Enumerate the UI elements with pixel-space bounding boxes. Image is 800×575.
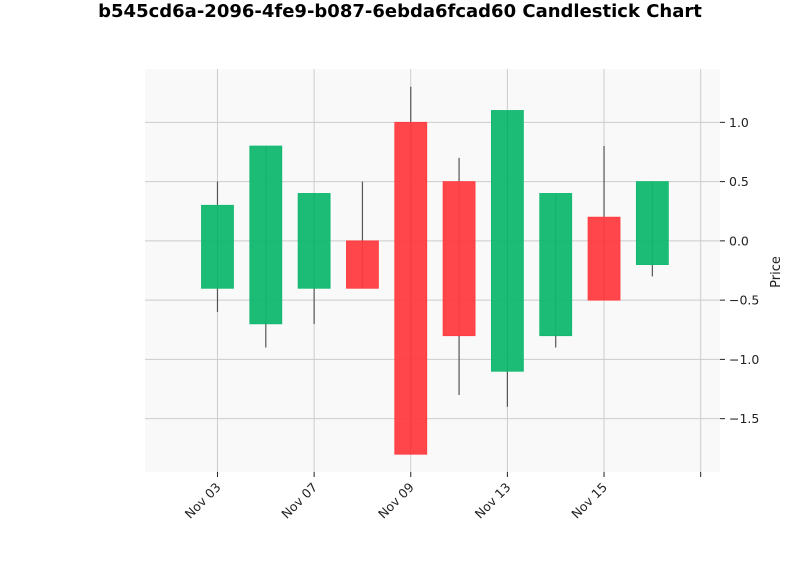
candle-body-up bbox=[490, 110, 524, 372]
candle-body-up bbox=[539, 193, 573, 337]
candle-body-up bbox=[297, 193, 331, 289]
candle-body-down bbox=[587, 216, 621, 301]
candle-body-up bbox=[201, 204, 234, 289]
candle-body-down bbox=[346, 240, 379, 289]
candle-body-down bbox=[394, 121, 428, 455]
y-tick-label: −0.5 bbox=[729, 293, 759, 308]
candle bbox=[442, 157, 476, 395]
y-tick-label: −1.5 bbox=[729, 411, 759, 426]
y-tick-label: −1.0 bbox=[729, 352, 759, 367]
chart-title: b545cd6a-2096-4fe9-b087-6ebda6fcad60 Can… bbox=[98, 1, 702, 22]
candle bbox=[635, 181, 669, 277]
candle-body-up bbox=[249, 145, 283, 325]
y-tick-label: 0.5 bbox=[729, 174, 749, 189]
x-tick-label: Nov 15 bbox=[568, 480, 610, 522]
candle bbox=[587, 146, 621, 301]
candle bbox=[394, 86, 428, 455]
candle bbox=[249, 145, 283, 348]
candle bbox=[346, 181, 379, 289]
x-tick-label: Nov 13 bbox=[472, 480, 514, 522]
x-tick-label: Nov 09 bbox=[375, 479, 417, 521]
y-tick-label: 0.0 bbox=[729, 233, 749, 248]
candle bbox=[490, 110, 524, 407]
candles bbox=[201, 86, 669, 455]
candle-body-down bbox=[442, 181, 476, 337]
x-tick-label: Nov 03 bbox=[182, 480, 224, 522]
candle-body-up bbox=[635, 181, 669, 265]
candle bbox=[297, 193, 331, 324]
x-tick-label: Nov 07 bbox=[278, 480, 320, 522]
candle bbox=[201, 181, 234, 312]
plot-area bbox=[145, 69, 720, 472]
y-tick-label: 1.0 bbox=[729, 115, 749, 130]
candle bbox=[539, 193, 573, 348]
y-axis-label: Price bbox=[769, 256, 784, 288]
